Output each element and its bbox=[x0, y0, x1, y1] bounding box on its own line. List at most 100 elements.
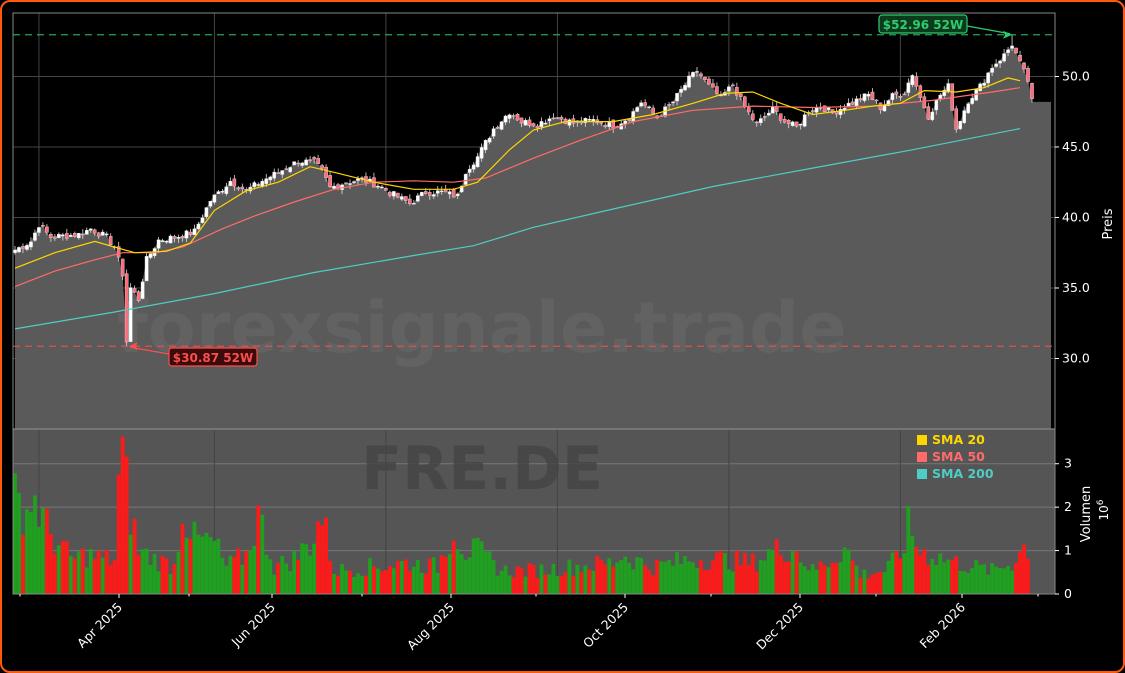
volume-bar bbox=[427, 558, 432, 594]
candle-down bbox=[108, 236, 113, 246]
volume-bar bbox=[391, 568, 396, 594]
volume-bar bbox=[204, 532, 209, 594]
date-tick-label: Oct 2025 bbox=[580, 600, 631, 651]
volume-bar bbox=[946, 559, 951, 594]
volume-bar bbox=[559, 575, 564, 594]
volume-bar bbox=[395, 560, 400, 594]
candle-down bbox=[651, 107, 655, 114]
candle-down bbox=[519, 117, 524, 124]
candle-down bbox=[527, 119, 532, 126]
candle-down bbox=[276, 172, 281, 174]
candle-up bbox=[491, 128, 496, 137]
candle-up bbox=[639, 102, 643, 107]
candle-up bbox=[84, 230, 89, 235]
legend-swatch bbox=[917, 435, 927, 445]
volume-bar bbox=[52, 553, 57, 594]
candle-up bbox=[348, 183, 352, 185]
volume-bar bbox=[527, 563, 532, 594]
candle-down bbox=[132, 288, 137, 293]
date-tick-label: Feb 2026 bbox=[917, 599, 969, 651]
volume-bar bbox=[830, 562, 835, 594]
candle-down bbox=[73, 232, 77, 237]
candle-up bbox=[192, 228, 197, 235]
candle-up bbox=[29, 241, 33, 248]
volume-bar bbox=[655, 559, 660, 594]
price-tick-label: 45.0 bbox=[1062, 139, 1090, 154]
candle-up bbox=[471, 164, 476, 170]
volume-bar bbox=[256, 505, 261, 594]
volume-bar bbox=[950, 560, 955, 594]
volume-bar bbox=[455, 549, 460, 594]
candle-up bbox=[264, 178, 269, 184]
volume-bar bbox=[726, 569, 731, 594]
volume-bar bbox=[762, 560, 767, 594]
candle-up bbox=[57, 234, 61, 238]
volume-bar bbox=[336, 575, 340, 594]
volume-bar bbox=[790, 551, 795, 594]
candle-up bbox=[455, 193, 460, 196]
volume-bar bbox=[268, 559, 273, 594]
low-label-text: $30.87 52W bbox=[173, 351, 253, 365]
volume-bar bbox=[794, 551, 799, 594]
candle-up bbox=[838, 109, 843, 115]
volume-bar bbox=[96, 550, 101, 594]
legend-swatch bbox=[917, 452, 927, 462]
volume-bar bbox=[260, 514, 265, 594]
candle-up bbox=[942, 89, 947, 96]
volume-bar bbox=[571, 575, 576, 594]
candle-down bbox=[324, 166, 328, 178]
candle-up bbox=[216, 191, 221, 194]
legend-label: SMA 200 bbox=[932, 466, 994, 481]
candle-up bbox=[252, 182, 257, 187]
candle-down bbox=[874, 99, 879, 102]
candle-up bbox=[1006, 49, 1010, 53]
candle-down bbox=[396, 192, 400, 198]
candle-up bbox=[770, 105, 775, 114]
candle-up bbox=[148, 253, 153, 258]
candle-up bbox=[431, 194, 436, 197]
candle-up bbox=[647, 106, 651, 108]
volume-bar bbox=[671, 565, 675, 594]
volume-bar bbox=[108, 564, 113, 594]
candlesticks bbox=[13, 34, 1034, 347]
volume-bar bbox=[376, 568, 380, 594]
candle-up bbox=[547, 118, 552, 122]
candle-down bbox=[92, 229, 97, 234]
volume-bar bbox=[599, 559, 604, 594]
volume-bar bbox=[1002, 568, 1006, 594]
candle-down bbox=[384, 187, 388, 191]
candle-up bbox=[938, 94, 943, 100]
volume-bar bbox=[683, 555, 687, 594]
date-tick-label: Aug 2025 bbox=[404, 600, 457, 653]
volume-bar bbox=[746, 564, 751, 594]
volume-bar bbox=[643, 564, 648, 594]
volume-bar bbox=[104, 549, 109, 594]
candle-up bbox=[679, 89, 683, 93]
volume-bar bbox=[220, 557, 225, 594]
volume-bar bbox=[818, 561, 823, 594]
volume-bar bbox=[615, 562, 620, 594]
volume-bar bbox=[667, 559, 671, 594]
volume-bar bbox=[579, 572, 584, 594]
candle-up bbox=[204, 207, 209, 217]
candle-up bbox=[416, 195, 420, 202]
volume-bar bbox=[411, 566, 416, 594]
candle-down bbox=[21, 246, 25, 249]
volume-bar bbox=[172, 564, 177, 594]
volume-bar bbox=[990, 563, 995, 594]
high-label-box bbox=[878, 14, 968, 34]
candle-up bbox=[25, 245, 29, 250]
volume-bar bbox=[611, 566, 616, 594]
sma-20-line bbox=[14, 77, 1021, 269]
volume-bar bbox=[854, 565, 859, 594]
candle-up bbox=[998, 60, 1002, 64]
candle-down bbox=[408, 198, 412, 204]
volume-bar bbox=[738, 565, 743, 594]
volume-bar bbox=[112, 559, 117, 594]
candle-down bbox=[707, 78, 711, 85]
candle-up bbox=[288, 167, 292, 173]
volume-bar bbox=[511, 577, 516, 594]
low-arrowhead bbox=[128, 342, 138, 351]
candle-up bbox=[61, 234, 65, 237]
volume-bar bbox=[874, 572, 879, 594]
